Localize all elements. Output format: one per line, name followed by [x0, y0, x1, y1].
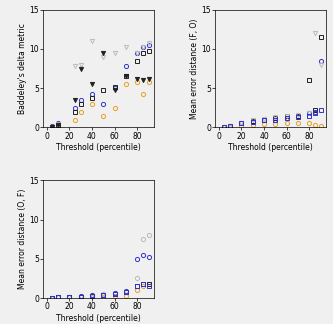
X-axis label: Threshold (percentile): Threshold (percentile)	[228, 143, 313, 152]
Y-axis label: Baddeley's delta metric: Baddeley's delta metric	[18, 23, 27, 114]
X-axis label: Threshold (percentile): Threshold (percentile)	[56, 143, 141, 152]
Y-axis label: Mean error distance (F, O): Mean error distance (F, O)	[190, 18, 199, 119]
Y-axis label: Mean error distance (O, F): Mean error distance (O, F)	[18, 189, 27, 289]
X-axis label: Threshold (percentile): Threshold (percentile)	[56, 314, 141, 323]
